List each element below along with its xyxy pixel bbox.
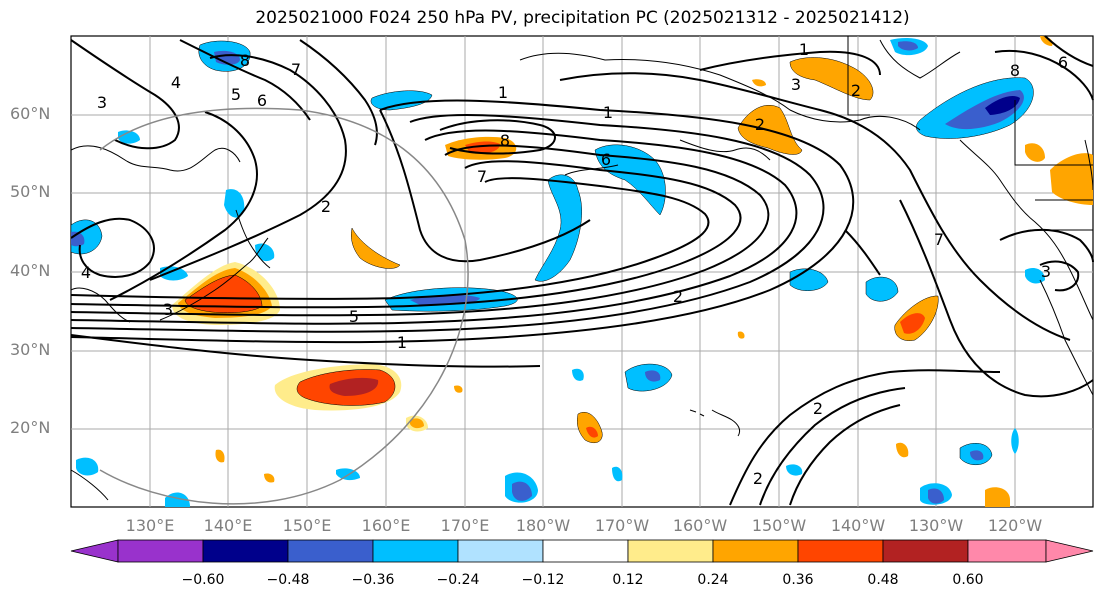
colorbar-tick-label: 0.48 bbox=[867, 572, 899, 588]
lon-label: 160°W bbox=[672, 516, 728, 535]
contour-label-group: 8 7 6 5 4 3 1 2 1 8 7 6 1 2 3 2 8 6 3 5 … bbox=[81, 40, 1068, 488]
contour-label: 4 bbox=[171, 73, 181, 92]
precip-negative-areas bbox=[70, 38, 1045, 507]
contour-label: 6 bbox=[601, 150, 611, 169]
lat-label: 50°N bbox=[10, 182, 51, 201]
lon-label: 120°W bbox=[987, 516, 1043, 535]
colorbar-tick-label: −0.60 bbox=[181, 572, 225, 588]
contour-label: 3 bbox=[163, 300, 173, 319]
colorbar-extend-high bbox=[1045, 539, 1094, 563]
lon-label: 150°E bbox=[282, 516, 332, 535]
lat-label: 20°N bbox=[10, 418, 51, 437]
lon-label: 180°W bbox=[515, 516, 571, 535]
colorbar-bin bbox=[457, 539, 544, 563]
colorbar-tick-label: −0.12 bbox=[521, 572, 565, 588]
colorbar-tick-label: 0.60 bbox=[952, 572, 984, 588]
contour-label: 3 bbox=[791, 75, 801, 94]
contour-label: 2 bbox=[755, 115, 765, 134]
contour-label: 2 bbox=[321, 197, 331, 216]
contour-label: 8 bbox=[240, 51, 250, 70]
colorbar-bin bbox=[542, 539, 629, 563]
contour-label: 4 bbox=[81, 263, 91, 282]
lon-label: 170°W bbox=[594, 516, 650, 535]
colorbar-bin bbox=[287, 539, 374, 563]
figure-title: 2025021000 F024 250 hPa PV, precipitatio… bbox=[255, 8, 910, 28]
lon-label: 140°W bbox=[830, 516, 886, 535]
colorbar-bin bbox=[627, 539, 714, 563]
lon-label: 130°W bbox=[908, 516, 964, 535]
contour-label: 8 bbox=[1010, 61, 1020, 80]
contour-label: 7 bbox=[934, 230, 944, 249]
contour-label: 8 bbox=[500, 131, 510, 150]
lon-label: 170°E bbox=[440, 516, 490, 535]
pv-contours bbox=[70, 35, 1094, 506]
contour-label: 1 bbox=[603, 103, 613, 122]
colorbar-bin bbox=[967, 539, 1047, 563]
contour-label: 1 bbox=[397, 333, 407, 352]
contour-label: 3 bbox=[97, 93, 107, 112]
contour-label: 2 bbox=[851, 81, 861, 100]
colorbar-tick-label: 0.24 bbox=[697, 572, 729, 588]
colorbar-tick-label: −0.48 bbox=[266, 572, 310, 588]
lon-label: 160°E bbox=[361, 516, 411, 535]
colorbar-bin bbox=[712, 539, 799, 563]
contour-label: 6 bbox=[1058, 53, 1068, 72]
colorbar-bin bbox=[202, 539, 289, 563]
great-circle-arc bbox=[99, 107, 469, 505]
colorbar-tick-label: −0.24 bbox=[436, 572, 480, 588]
contour-label: 2 bbox=[673, 287, 683, 306]
lon-label: 150°W bbox=[751, 516, 807, 535]
colorbar-bin bbox=[797, 539, 884, 563]
colorbar-tick-label: −0.36 bbox=[351, 572, 395, 588]
colorbar-bin bbox=[372, 539, 459, 563]
colorbar-bin bbox=[882, 539, 969, 563]
contour-label: 3 bbox=[1041, 262, 1051, 281]
contour-label: 7 bbox=[477, 167, 487, 186]
contour-label: 1 bbox=[498, 83, 508, 102]
contour-label: 5 bbox=[231, 85, 241, 104]
contour-label: 2 bbox=[813, 399, 823, 418]
contour-label: 6 bbox=[257, 91, 267, 110]
lat-label: 40°N bbox=[10, 261, 51, 280]
colorbar-tick-label: 0.12 bbox=[612, 572, 644, 588]
contour-label: 5 bbox=[349, 307, 359, 326]
political-borders bbox=[847, 36, 1093, 231]
lat-label: 60°N bbox=[10, 104, 51, 123]
colorbar-bin bbox=[117, 539, 204, 563]
contour-label: 2 bbox=[753, 469, 763, 488]
contour-label: 7 bbox=[291, 60, 301, 79]
lon-label: 130°E bbox=[125, 516, 175, 535]
lon-label: 140°E bbox=[203, 516, 253, 535]
colorbar-extend-low bbox=[70, 539, 119, 563]
contour-label: 1 bbox=[799, 40, 809, 59]
colorbar-tick-label: 0.36 bbox=[782, 572, 814, 588]
lat-label: 30°N bbox=[10, 340, 51, 359]
colorbar bbox=[70, 539, 1094, 563]
